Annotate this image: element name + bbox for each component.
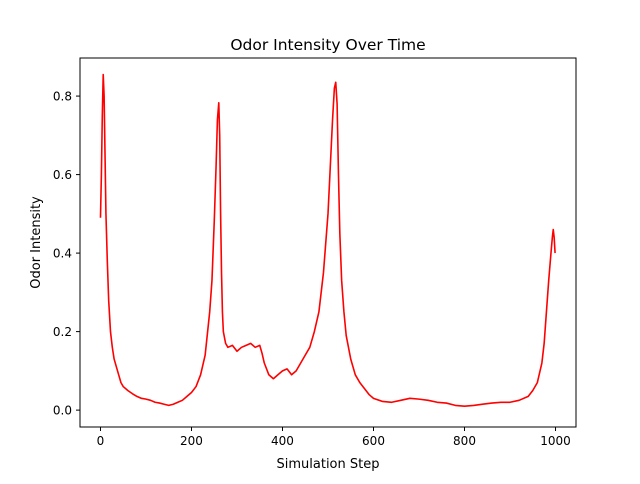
y-tick-label: 0.6: [53, 168, 72, 182]
x-tick-label: 400: [271, 434, 294, 448]
series-line: [99, 73, 556, 407]
x-tick-label: 600: [362, 434, 385, 448]
series-layer: [99, 73, 556, 407]
y-tick-label: 0.2: [53, 325, 72, 339]
y-axis-ticks: 0.0 0.2 0.4 0.6 0.8: [53, 90, 80, 418]
plot-frame: [79, 57, 577, 428]
y-axis-label: Odor Intensity: [29, 196, 44, 289]
x-tick-label: 200: [180, 434, 203, 448]
x-tick-label: 800: [453, 434, 476, 448]
x-tick-label: 0: [97, 434, 105, 448]
y-tick-label: 0.8: [53, 90, 72, 104]
x-tick-label: 1000: [540, 434, 571, 448]
y-tick-label: 0.0: [53, 404, 72, 418]
x-axis-ticks: 0 200 400 600 800 1000: [97, 427, 571, 448]
x-axis-label: Simulation Step: [277, 457, 380, 472]
y-tick-label: 0.4: [53, 247, 72, 261]
chart-title: Odor Intensity Over Time: [230, 36, 425, 54]
